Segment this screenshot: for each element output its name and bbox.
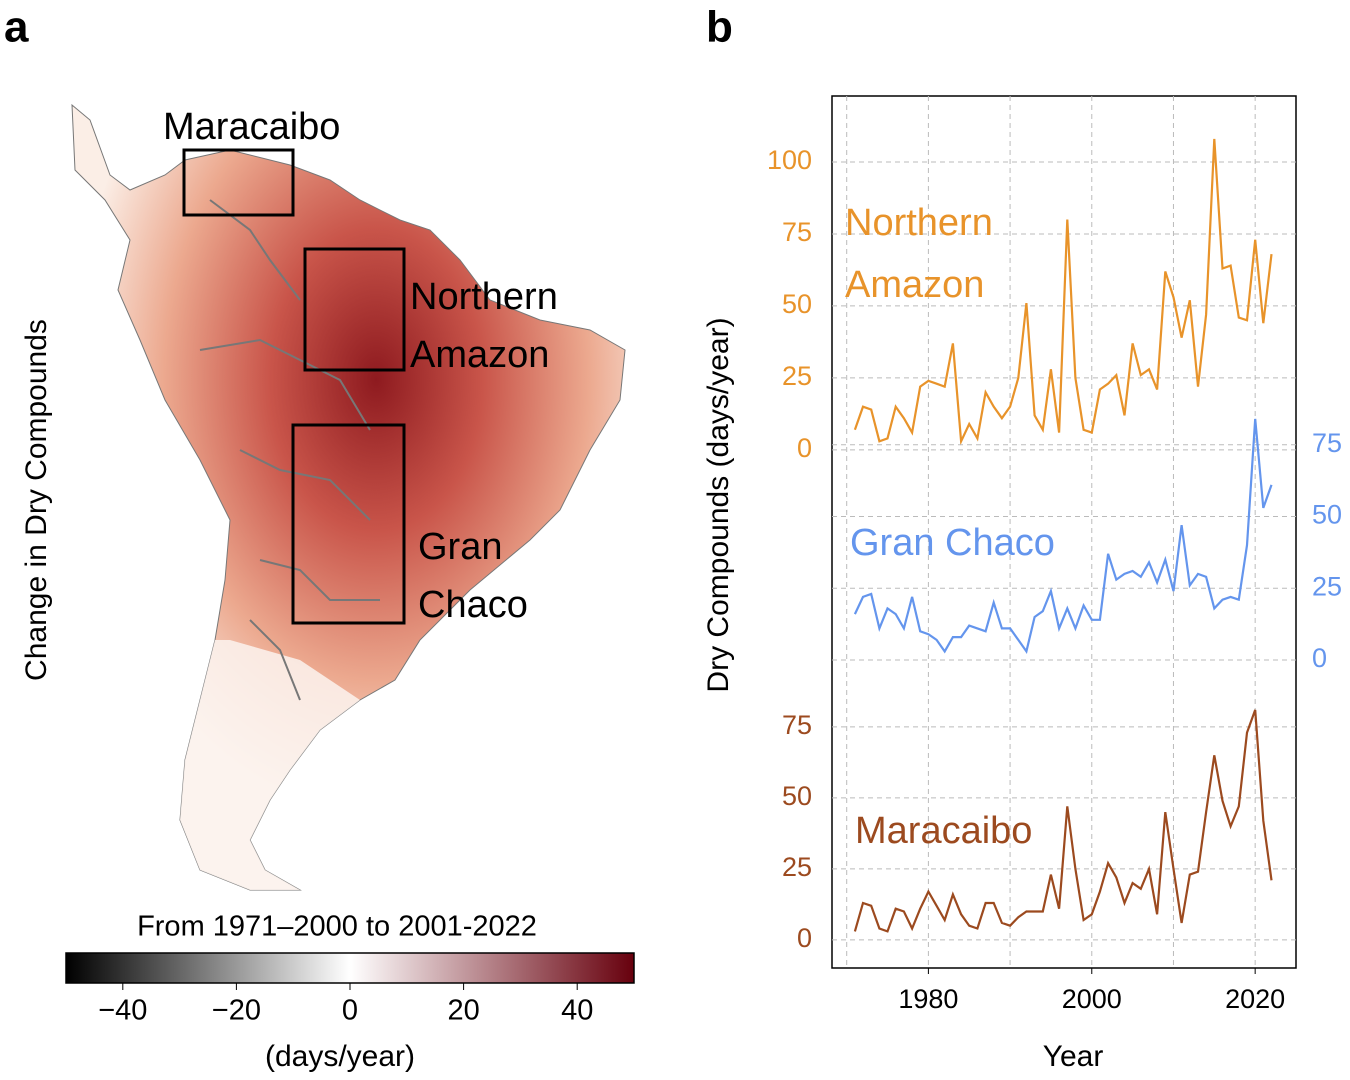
y-tick-label: 25 xyxy=(782,852,812,882)
y-tick-label: 75 xyxy=(782,710,812,740)
series-label: Northern Amazon xyxy=(845,202,993,306)
y-tick-label: 75 xyxy=(782,217,812,247)
colorbar-title: From 1971–2000 to 2001-2022 xyxy=(137,911,537,943)
series-label: Gran Chaco xyxy=(850,522,1055,564)
region-box xyxy=(291,423,406,625)
series-line xyxy=(853,709,1273,933)
series-label: Maracaibo xyxy=(855,810,1033,852)
region-box xyxy=(303,247,406,372)
colorbar-tick-label: −40 xyxy=(98,995,147,1027)
panel-label: b xyxy=(706,3,733,52)
y-tick-label: 0 xyxy=(797,433,812,463)
colorbar xyxy=(65,952,635,984)
x-tick-label: 1980 xyxy=(898,984,958,1014)
map-ylabel: Change in Dry Compounds xyxy=(20,319,53,681)
y-tick-label: 25 xyxy=(1312,571,1342,601)
y-tick-label: 50 xyxy=(782,289,812,319)
region-label: Northern Amazon xyxy=(410,276,558,376)
region-label: Gran Chaco xyxy=(418,526,528,626)
y-tick-label: 0 xyxy=(797,923,812,953)
panel-label: a xyxy=(4,3,29,52)
chart-ylabel: Dry Compounds (days/year) xyxy=(702,317,735,692)
colorbar-tick-label: 0 xyxy=(342,995,358,1027)
y-tick-label: 75 xyxy=(1312,428,1342,458)
south-pale xyxy=(180,640,360,890)
plot-frame xyxy=(831,95,1297,969)
borders xyxy=(199,199,380,701)
chart-xlabel: Year xyxy=(1043,1040,1104,1073)
y-tick-label: 100 xyxy=(767,145,812,175)
region-label: Maracaibo xyxy=(163,106,341,148)
y-tick-label: 0 xyxy=(1312,643,1327,673)
colorbar-tick-label: 40 xyxy=(561,995,593,1027)
region-box xyxy=(182,148,295,217)
series-line xyxy=(853,138,1273,446)
colorbar-label: (days/year) xyxy=(265,1040,415,1073)
series-line xyxy=(853,418,1273,655)
colorbar-tick-label: 20 xyxy=(447,995,479,1027)
y-tick-label: 25 xyxy=(782,361,812,391)
colorbar-tick-label: −20 xyxy=(212,995,261,1027)
y-tick-label: 50 xyxy=(782,781,812,811)
y-tick-label: 50 xyxy=(1312,500,1342,530)
x-tick-label: 2000 xyxy=(1062,984,1122,1014)
x-tick-label: 2020 xyxy=(1225,984,1285,1014)
